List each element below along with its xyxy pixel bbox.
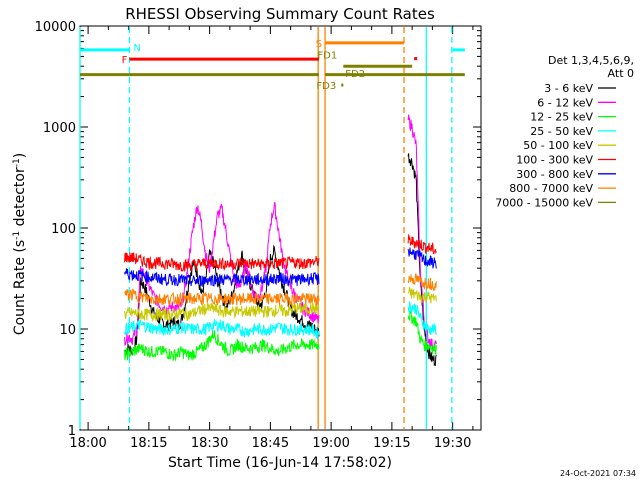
y-tick-label: 100 — [51, 222, 76, 237]
y-tick-label: 10 — [59, 323, 76, 338]
x-tick-label: 18:45 — [252, 436, 289, 451]
plot-area: 1 10 100 1000 10000 18:00 18:15 18:30 18:45 19:00… — [35, 20, 482, 451]
x-tick-label: 19:00 — [312, 436, 349, 451]
series-line-12to25keV — [124, 330, 320, 362]
y-tick-label: 1000 — [43, 121, 76, 136]
series-line-800to7000keV — [124, 288, 320, 307]
flag-label-n: N — [133, 43, 140, 54]
legend-label: 6 - 12 keV — [537, 96, 593, 109]
y-axis-label-mid: detector — [12, 167, 28, 231]
x-axis-label: Start Time (16-Jun-14 17:58:02) — [168, 455, 392, 471]
series-line-25to50keV — [407, 301, 437, 335]
series-line-50to100keV — [407, 286, 437, 304]
flag-label-fd1: FD1 — [317, 51, 337, 62]
legend-label: 50 - 100 keV — [523, 139, 593, 152]
x-tick-label: 19:15 — [373, 436, 410, 451]
series-line-6to12keV — [407, 114, 437, 352]
legend-label: 800 - 7000 keV — [509, 182, 593, 195]
series-line-100to300keV — [407, 233, 437, 255]
flag-label-fd2: FD2 — [345, 69, 365, 80]
flag-label-s: S — [316, 39, 322, 50]
series-line-100to300keV — [124, 252, 320, 272]
chart-title: RHESSI Observing Summary Count Rates — [125, 5, 435, 23]
series-line-300to800keV — [407, 247, 437, 269]
plot-frame — [79, 25, 482, 431]
legend-label: 3 - 6 keV — [544, 82, 593, 95]
series-line-12to25keV — [407, 310, 437, 356]
legend-label: 300 - 800 keV — [516, 168, 593, 181]
flag-label-f: F — [122, 55, 128, 66]
series-line-800to7000keV — [407, 272, 437, 292]
x-tick-label: 18:00 — [69, 436, 106, 451]
legend-header-line: Det 1,3,4,5,6,9, — [548, 54, 634, 67]
y-tick-label: 1 — [68, 424, 76, 439]
x-tick-label: 19:30 — [434, 436, 471, 451]
y-axis-label-exp1: -1 — [12, 231, 22, 240]
flag-label-fd3: FD3 — [316, 81, 336, 92]
y-axis-label-exp2: -1 — [12, 158, 22, 167]
legend-label: 7000 - 15000 keV — [495, 196, 593, 209]
legend-label: 25 - 50 keV — [530, 125, 593, 138]
date-stamp: 24-Oct-2021 07:34 — [560, 469, 636, 478]
series-line-50to100keV — [124, 301, 320, 323]
x-tick-label: 18:15 — [130, 436, 167, 451]
y-axis-label: Count Rate (s-1 detector-1) — [12, 153, 28, 335]
legend-header-line: Att 0 — [608, 67, 634, 80]
flag-dot-f — [414, 57, 418, 61]
series-line-300to800keV — [124, 268, 320, 288]
series-line-25to50keV — [124, 319, 320, 340]
y-tick-label: 10000 — [35, 20, 76, 35]
series-line-3to6keV — [407, 153, 437, 366]
x-tick-label: 18:30 — [191, 436, 228, 451]
legend-label: 100 - 300 keV — [516, 154, 593, 167]
y-axis-label-main: Count Rate (s — [12, 240, 28, 335]
y-axis-label-end: ) — [12, 153, 28, 158]
legend-label: 12 - 25 keV — [530, 111, 593, 124]
